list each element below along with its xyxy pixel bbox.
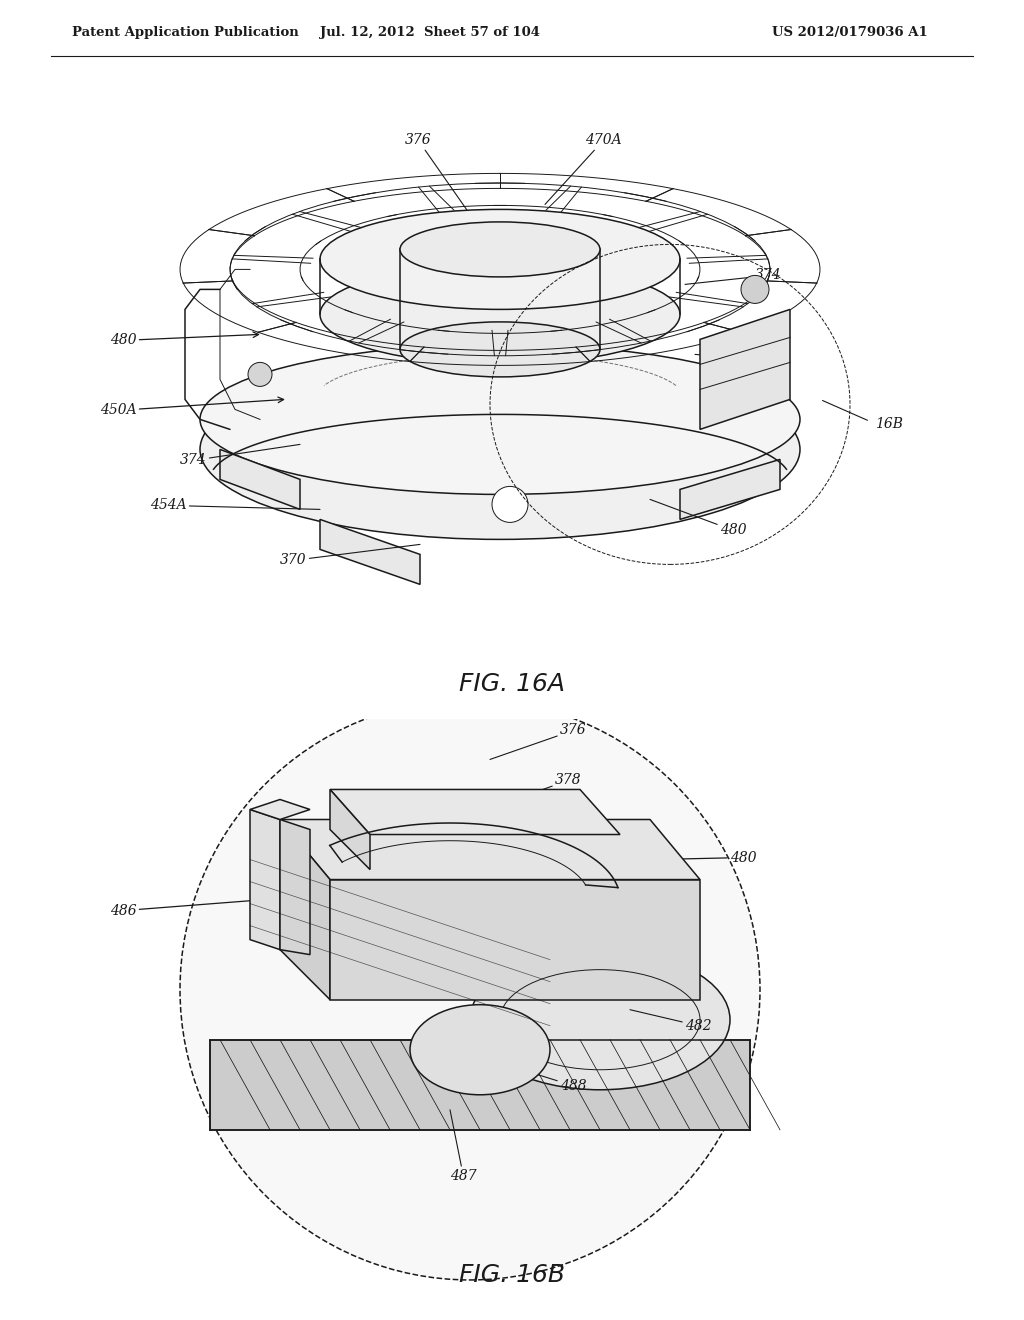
Text: US 2012/0179036 A1: US 2012/0179036 A1 [772,26,928,40]
Ellipse shape [200,345,800,495]
Polygon shape [250,809,280,949]
Ellipse shape [400,322,600,378]
Ellipse shape [319,210,680,309]
Text: 482: 482 [630,1010,712,1032]
Text: 376: 376 [406,133,470,214]
Polygon shape [280,820,330,999]
Text: 376: 376 [695,354,781,367]
Text: 486: 486 [110,898,263,917]
Polygon shape [330,879,700,999]
Text: 488: 488 [490,1060,587,1093]
Text: FIG. 16B: FIG. 16B [459,1263,565,1287]
Text: 454A: 454A [150,499,319,512]
Text: 378: 378 [500,774,582,804]
Polygon shape [220,449,300,510]
Polygon shape [250,800,310,820]
Text: 370: 370 [280,544,420,568]
Polygon shape [210,1040,750,1130]
Text: 480: 480 [650,499,746,537]
Text: 376: 376 [490,723,587,759]
Ellipse shape [400,222,600,277]
Text: 480: 480 [110,331,259,347]
Polygon shape [330,789,370,870]
Polygon shape [280,820,700,879]
Polygon shape [330,789,620,834]
Polygon shape [319,519,420,585]
Ellipse shape [410,1005,550,1094]
Text: Jul. 12, 2012  Sheet 57 of 104: Jul. 12, 2012 Sheet 57 of 104 [321,26,540,40]
Circle shape [741,276,769,304]
Ellipse shape [470,949,730,1090]
Text: 374: 374 [180,445,300,467]
Circle shape [492,486,528,523]
Text: 470A: 470A [545,133,622,205]
Ellipse shape [200,359,800,540]
Text: 374: 374 [685,268,781,284]
Polygon shape [680,459,780,519]
Polygon shape [700,309,790,429]
Circle shape [180,700,760,1280]
Polygon shape [280,820,310,954]
Circle shape [248,363,272,387]
Text: 16B: 16B [874,417,903,432]
Text: Patent Application Publication: Patent Application Publication [72,26,298,40]
Text: 480: 480 [656,850,757,865]
Text: 486: 486 [470,818,547,847]
Ellipse shape [319,264,680,364]
Text: 487: 487 [450,1110,476,1183]
Text: 450A: 450A [100,397,284,417]
Text: FIG. 16A: FIG. 16A [459,672,565,697]
